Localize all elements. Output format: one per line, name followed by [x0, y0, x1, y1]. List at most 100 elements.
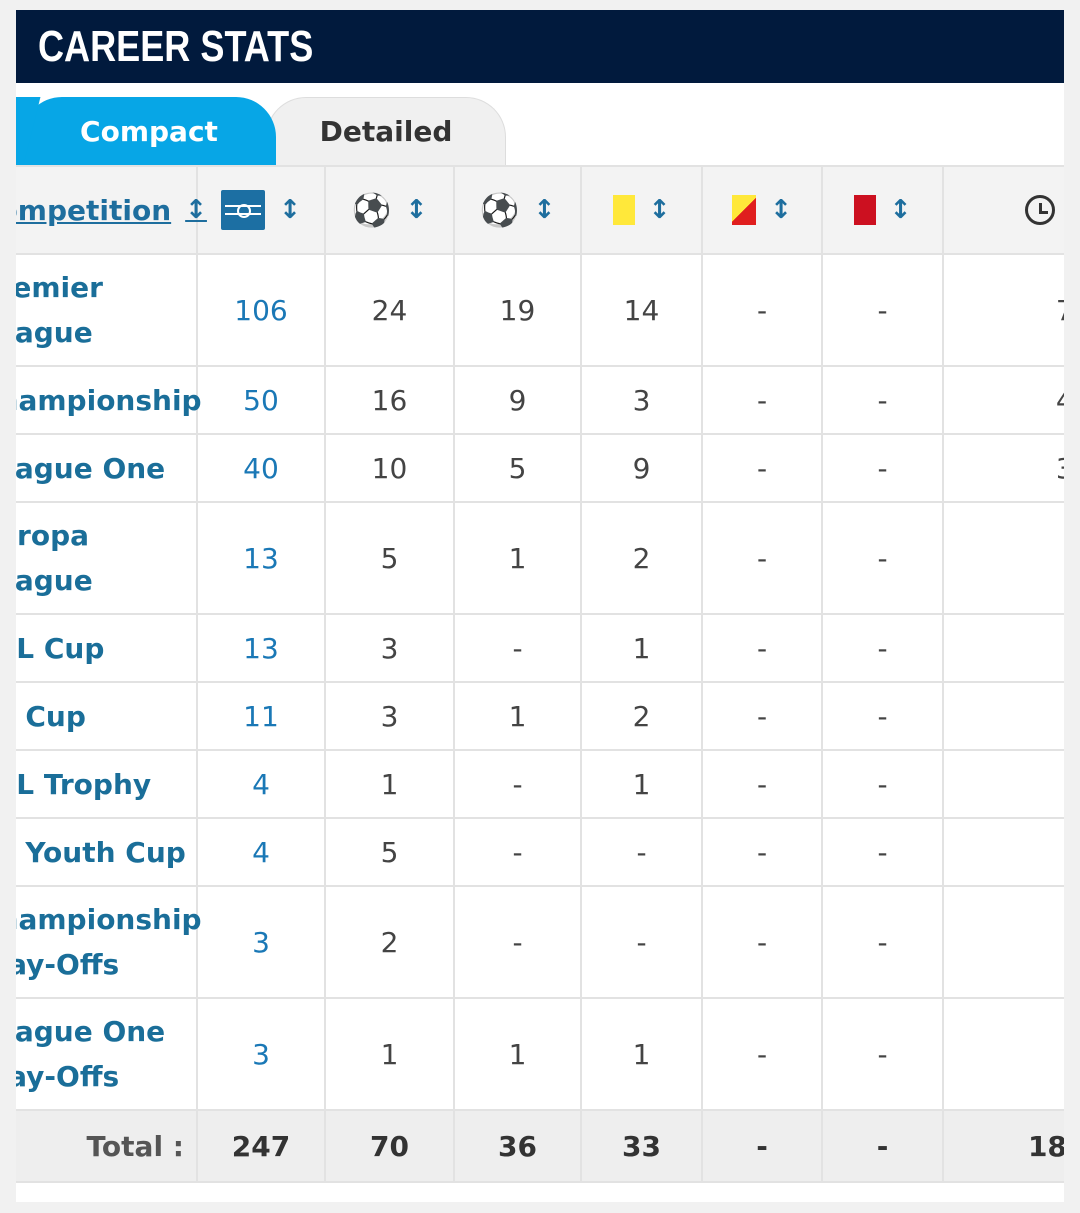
minutes-cell: 270: [942, 997, 1064, 1111]
second-yellow-cell: -: [701, 433, 823, 503]
red-cell: -: [821, 253, 944, 367]
competition-link[interactable]: Premier League: [16, 253, 198, 367]
tab-detailed[interactable]: Detailed: [266, 97, 506, 165]
appearances-link[interactable]: 11: [196, 681, 326, 751]
red-cell: -: [821, 997, 944, 1111]
assists-cell: 1: [453, 681, 582, 751]
total-label: Total :: [16, 1109, 198, 1183]
view-tabs: Compact Detailed: [16, 83, 1064, 165]
goals-cell: 10: [324, 433, 455, 503]
table-header-row: Competition ↕ ↕ ⚽ ↕: [16, 165, 1064, 255]
assists-cell: -: [453, 885, 582, 999]
yellow-cell: 14: [580, 253, 703, 367]
minutes-cell: 801: [942, 501, 1064, 615]
second-yellow-cell: -: [701, 253, 823, 367]
column-second-yellow[interactable]: ↕: [701, 165, 823, 255]
goals-cell: 2: [324, 885, 455, 999]
second-yellow-cell: -: [701, 501, 823, 615]
competition-link[interactable]: FA Youth Cup: [16, 817, 198, 887]
red-cell: -: [821, 817, 944, 887]
column-red-cards[interactable]: ↕: [821, 165, 944, 255]
red-cell: -: [821, 885, 944, 999]
table-row: FA Cup 11 3 1 2 - - 916: [16, 681, 1064, 751]
table-row: FA Youth Cup 4 5 - - - - 390: [16, 817, 1064, 887]
yellow-cell: -: [580, 885, 703, 999]
appearances-link[interactable]: 3: [196, 885, 326, 999]
assist-ball-icon: ⚽: [479, 191, 520, 229]
second-yellow-card-icon: [732, 195, 757, 225]
second-yellow-cell: -: [701, 681, 823, 751]
competition-link[interactable]: FA Cup: [16, 681, 198, 751]
column-assists[interactable]: ⚽ ↕: [453, 165, 582, 255]
sort-icon[interactable]: ↕: [889, 195, 912, 225]
minutes-cell: 3.321: [942, 433, 1064, 503]
yellow-cell: 1: [580, 749, 703, 819]
table-row: League One 40 10 5 9 - - 3.321: [16, 433, 1064, 503]
sort-icon[interactable]: ↕: [533, 195, 556, 225]
yellow-cell: 1: [580, 997, 703, 1111]
sort-icon[interactable]: ↕: [405, 195, 428, 225]
total-red: -: [821, 1109, 944, 1183]
goals-cell: 1: [324, 749, 455, 819]
minutes-cell: 333: [942, 749, 1064, 819]
appearances-link[interactable]: 106: [196, 253, 326, 367]
column-yellow-cards[interactable]: ↕: [580, 165, 703, 255]
red-cell: -: [821, 613, 944, 683]
second-yellow-cell: -: [701, 885, 823, 999]
sort-icon[interactable]: ↕: [185, 195, 207, 225]
goals-cell: 5: [324, 817, 455, 887]
pitch-icon: [221, 190, 266, 230]
sort-icon[interactable]: ↕: [770, 195, 792, 225]
total-apps: 247: [196, 1109, 326, 1183]
sort-icon[interactable]: ↕: [279, 195, 301, 225]
tab-compact[interactable]: Compact: [22, 97, 276, 165]
competition-link[interactable]: Championship Play-Offs: [16, 885, 202, 999]
red-card-icon: [853, 195, 876, 225]
goals-cell: 1: [324, 997, 455, 1111]
minutes-cell: 4.016: [942, 365, 1064, 435]
yellow-cell: -: [580, 817, 703, 887]
red-cell: -: [821, 501, 944, 615]
appearances-link[interactable]: 3: [196, 997, 326, 1111]
minutes-cell: 746: [942, 613, 1064, 683]
column-competition-label[interactable]: Competition: [16, 193, 172, 227]
second-yellow-cell: -: [701, 749, 823, 819]
total-goals: 70: [324, 1109, 455, 1183]
competition-link[interactable]: EFL Cup: [16, 613, 198, 683]
appearances-link[interactable]: 13: [196, 501, 326, 615]
goals-cell: 3: [324, 681, 455, 751]
red-cell: -: [821, 433, 944, 503]
competition-link[interactable]: League One Play-Offs: [16, 997, 198, 1111]
assists-cell: 1: [453, 501, 582, 615]
assists-cell: 9: [453, 365, 582, 435]
total-assists: 36: [453, 1109, 582, 1183]
column-appearances[interactable]: ↕: [196, 165, 326, 255]
second-yellow-cell: -: [701, 365, 823, 435]
appearances-link[interactable]: 4: [196, 749, 326, 819]
total-yellow: 33: [580, 1109, 703, 1183]
table-row: Championship Play-Offs 3 2 - - - - 300: [16, 885, 1064, 999]
yellow-cell: 2: [580, 681, 703, 751]
yellow-cell: 2: [580, 501, 703, 615]
goals-cell: 3: [324, 613, 455, 683]
minutes-cell: 300: [942, 885, 1064, 999]
total-minutes: 18.546: [942, 1109, 1064, 1183]
column-competition[interactable]: Competition ↕: [16, 165, 207, 255]
table-row: Europa League 13 5 1 2 - - 801: [16, 501, 1064, 615]
minutes-cell: 7.453: [942, 253, 1064, 367]
competition-link[interactable]: EFL Trophy: [16, 749, 198, 819]
appearances-link[interactable]: 50: [196, 365, 326, 435]
appearances-link[interactable]: 40: [196, 433, 326, 503]
competition-link[interactable]: League One: [16, 433, 198, 503]
competition-link[interactable]: Championship: [16, 365, 202, 435]
column-minutes[interactable]: [942, 165, 1064, 255]
appearances-link[interactable]: 13: [196, 613, 326, 683]
minutes-cell: 916: [942, 681, 1064, 751]
assists-cell: -: [453, 817, 582, 887]
yellow-card-icon: [612, 195, 635, 225]
column-goals[interactable]: ⚽ ↕: [324, 165, 455, 255]
sort-icon[interactable]: ↕: [648, 195, 671, 225]
competition-link[interactable]: Europa League: [16, 501, 198, 615]
appearances-link[interactable]: 4: [196, 817, 326, 887]
second-yellow-cell: -: [701, 997, 823, 1111]
